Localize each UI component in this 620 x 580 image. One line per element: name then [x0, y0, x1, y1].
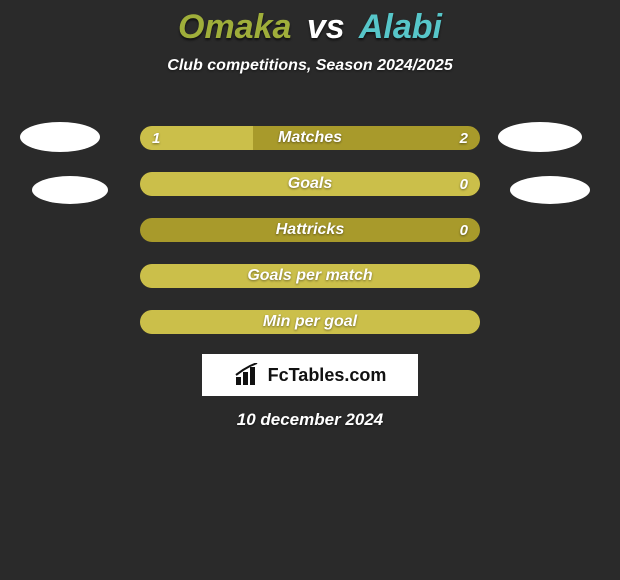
- chart-icon: [234, 363, 262, 387]
- stat-label: Min per goal: [140, 310, 480, 334]
- versus-label: vs: [307, 8, 345, 46]
- stat-row: Min per goal: [140, 310, 480, 334]
- stat-row: Goals0: [140, 172, 480, 196]
- stat-label: Matches: [140, 126, 480, 150]
- subtitle: Club competitions, Season 2024/2025: [0, 57, 620, 75]
- stat-label: Goals: [140, 172, 480, 196]
- stat-value-right: 0: [460, 218, 468, 242]
- avatar-left-secondary: [32, 176, 108, 204]
- stats-container: Matches12Goals0Hattricks0Goals per match…: [140, 126, 480, 356]
- stat-row: Hattricks0: [140, 218, 480, 242]
- fctables-logo[interactable]: FcTables.com: [202, 354, 418, 396]
- date-label: 10 december 2024: [0, 410, 620, 430]
- comparison-title: Omaka vs Alabi: [0, 0, 620, 47]
- player2-name: Alabi: [359, 8, 442, 46]
- stat-value-right: 2: [460, 126, 468, 150]
- stat-label: Hattricks: [140, 218, 480, 242]
- stat-row: Matches1 2: [140, 126, 480, 150]
- player1-name: Omaka: [178, 8, 291, 46]
- logo-text: FcTables.com: [268, 365, 387, 386]
- stat-value-left: 1: [152, 126, 160, 150]
- stat-label: Goals per match: [140, 264, 480, 288]
- stat-row: Goals per match: [140, 264, 480, 288]
- avatar-right-secondary: [510, 176, 590, 204]
- avatar-left-primary: [20, 122, 100, 152]
- avatar-right-primary: [498, 122, 582, 152]
- stat-value-right: 0: [460, 172, 468, 196]
